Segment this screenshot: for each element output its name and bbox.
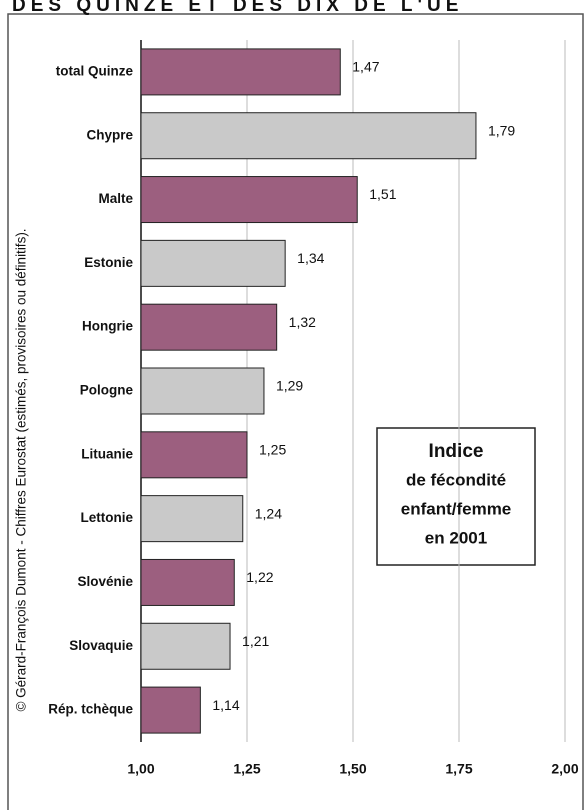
y-tick-label: Pologne <box>80 383 134 398</box>
bar <box>140 112 477 160</box>
y-tick-label: Slovénie <box>77 574 133 589</box>
value-label: 1,29 <box>276 378 303 394</box>
y-tick-label: Hongrie <box>82 319 133 334</box>
bar <box>140 686 201 734</box>
bar <box>140 303 278 351</box>
x-tick-label: 1,25 <box>233 761 260 777</box>
x-tick-label: 1,50 <box>339 761 366 777</box>
legend-text: en 2001 <box>425 528 487 547</box>
value-label: 1,14 <box>212 697 239 713</box>
value-label: 1,47 <box>352 59 379 75</box>
y-tick-label: Slovaquie <box>69 638 133 653</box>
x-tick-label: 1,00 <box>127 761 154 777</box>
value-label: 1,51 <box>369 186 396 202</box>
value-label: 1,22 <box>246 569 273 585</box>
value-label: 1,79 <box>488 122 515 138</box>
legend-text: de fécondité <box>406 470 506 489</box>
bar <box>140 431 248 479</box>
y-tick-label: Lettonie <box>81 510 134 525</box>
bar <box>140 495 244 543</box>
bar <box>140 367 265 415</box>
frame <box>7 13 584 810</box>
value-label: 1,32 <box>289 314 316 330</box>
source: © Gérard-François Dumont - Chiffres Euro… <box>14 228 29 711</box>
y-tick-label: Chypre <box>86 127 133 142</box>
x-tick-label: 2,00 <box>551 761 578 777</box>
value-label: 1,21 <box>242 633 269 649</box>
bar <box>140 48 341 96</box>
bar <box>140 558 235 606</box>
legend-box <box>376 427 536 566</box>
y-tick-label: Lituanie <box>81 446 133 461</box>
y-tick-label: Malte <box>98 191 133 206</box>
legend-text: Indice <box>429 441 484 462</box>
y-tick-label: Rép. tchèque <box>48 702 133 717</box>
value-label: 1,24 <box>255 505 282 521</box>
y-tick-label: Estonie <box>84 255 133 270</box>
legend-text: enfant/femme <box>401 499 512 518</box>
value-label: 1,34 <box>297 250 324 266</box>
x-tick-label: 1,75 <box>445 761 472 777</box>
y-tick-label: total Quinze <box>56 63 134 78</box>
bar <box>140 176 358 224</box>
chart-title: DES QUINZE ET DES DIX DE L'UE <box>12 0 463 16</box>
value-label: 1,25 <box>259 442 286 458</box>
bar <box>140 239 286 287</box>
bar <box>140 622 231 670</box>
